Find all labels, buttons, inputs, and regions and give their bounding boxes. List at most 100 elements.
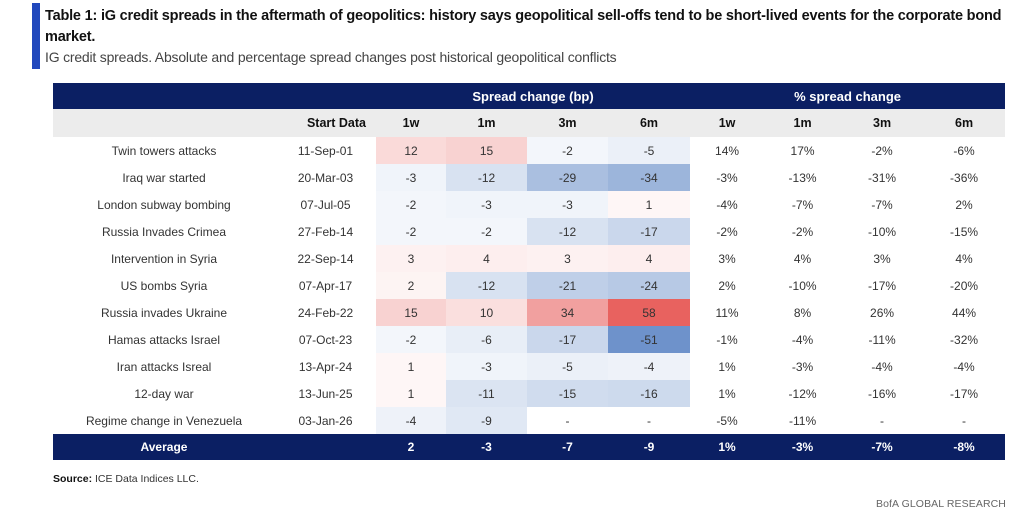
col-header-pct-1w: 1w bbox=[690, 109, 765, 137]
pct-change-6m: -20% bbox=[950, 278, 979, 293]
avg-bp-1m: -3 bbox=[446, 434, 527, 460]
col-header-pct-1m: 1m bbox=[764, 109, 842, 137]
pct-change-6m: 4% bbox=[955, 251, 973, 266]
pct-change-1m: -7% bbox=[791, 197, 814, 212]
col-header-bp-6m: 6m bbox=[608, 109, 691, 137]
col-header-bp-3m: 3m bbox=[527, 109, 608, 137]
pct-change-1w: -2% bbox=[716, 224, 738, 239]
column-header-row: Start Data 1w 1m 3m 6m 1w 1m 3m 6m bbox=[53, 109, 1006, 137]
pct-change-1w: 2% bbox=[718, 278, 736, 293]
col-header-pct-3m: 3m bbox=[841, 109, 924, 137]
bp-change-1m: 4 bbox=[446, 245, 527, 272]
table-row: Hamas attacks Israel 07-Oct-23 -2 -6 -17 -51 -… bbox=[53, 326, 1005, 353]
bp-change-1m: -12 bbox=[446, 164, 527, 191]
pct-change-3m: 26% bbox=[870, 305, 895, 320]
bp-change-1m: -12 bbox=[446, 272, 527, 299]
start-date: 03-Jan-26 bbox=[298, 413, 353, 428]
avg-bp-6m: -9 bbox=[608, 434, 691, 460]
bp-change-1w: 2 bbox=[376, 272, 446, 299]
pct-change-1w: -3% bbox=[716, 170, 738, 185]
bp-change-6m: 1 bbox=[608, 191, 691, 218]
bp-change-6m: -24 bbox=[608, 272, 691, 299]
start-date: 11-Sep-01 bbox=[297, 143, 354, 158]
event-name: 12-day war bbox=[134, 386, 194, 401]
group-header-spread-bp: Spread change (bp) bbox=[376, 83, 691, 109]
table-row: Twin towers attacks 11-Sep-01 12 15 -2 -5 14% 1… bbox=[53, 137, 1005, 164]
event-name: Twin towers attacks bbox=[111, 143, 217, 158]
avg-pct-1w: 1% bbox=[690, 434, 765, 460]
bp-change-1m: -2 bbox=[446, 218, 527, 245]
avg-pct-6m: -8% bbox=[923, 434, 1006, 460]
start-date: 24-Feb-22 bbox=[297, 305, 354, 320]
event-name: Hamas attacks Israel bbox=[107, 332, 221, 347]
pct-change-1w: -4% bbox=[716, 197, 738, 212]
pct-change-3m: -11% bbox=[868, 332, 896, 347]
group-header-blank bbox=[53, 83, 376, 109]
brand-label: BofA GLOBAL RESEARCH bbox=[876, 498, 1006, 510]
pct-change-3m: -16% bbox=[868, 386, 897, 401]
bp-change-3m: 3 bbox=[527, 245, 608, 272]
source-text: ICE Data Indices LLC. bbox=[92, 473, 199, 485]
pct-change-3m: -2% bbox=[871, 143, 893, 158]
pct-change-3m: -17% bbox=[868, 278, 897, 293]
bp-change-1w: 3 bbox=[376, 245, 446, 272]
table-subtitle: IG credit spreads. Absolute and percenta… bbox=[45, 49, 617, 65]
table-row: London subway bombing 07-Jul-05 -2 -3 -3 1 -4%… bbox=[53, 191, 1005, 218]
bp-change-1w: -2 bbox=[376, 326, 446, 353]
avg-pct-1m: -3% bbox=[764, 434, 842, 460]
pct-change-1m: 4% bbox=[793, 251, 812, 266]
col-header-bp-1w: 1w bbox=[376, 109, 446, 137]
pct-change-1w: -5% bbox=[716, 413, 738, 428]
pct-change-1m: 8% bbox=[793, 305, 812, 320]
pct-change-6m: -4% bbox=[953, 359, 975, 374]
pct-change-1m: -2% bbox=[791, 224, 814, 239]
pct-change-6m: -6% bbox=[953, 143, 975, 158]
pct-change-6m: -17% bbox=[950, 386, 979, 401]
start-date: 20-Mar-03 bbox=[297, 170, 354, 185]
bp-change-1w: -4 bbox=[376, 407, 446, 434]
event-name: Intervention in Syria bbox=[110, 251, 218, 266]
col-header-bp-1m: 1m bbox=[446, 109, 527, 137]
pct-change-1w: -1% bbox=[716, 332, 738, 347]
bp-change-6m: -17 bbox=[608, 218, 691, 245]
source-note: Source: ICE Data Indices LLC. bbox=[53, 473, 199, 485]
event-name: Iran attacks Isreal bbox=[116, 359, 212, 374]
pct-change-1m: -3% bbox=[791, 359, 814, 374]
pct-change-1w: 1% bbox=[718, 359, 736, 374]
pct-change-3m: - bbox=[880, 413, 885, 428]
pct-change-1w: 3% bbox=[718, 251, 736, 266]
bp-change-6m: 4 bbox=[608, 245, 691, 272]
col-header-event bbox=[53, 109, 275, 137]
table-row: Regime change in Venezuela 03-Jan-26 -4 -9 -… bbox=[53, 407, 1005, 434]
table-row: Iran attacks Isreal 13-Apr-24 1 -3 -5 -4 1% -3%… bbox=[53, 353, 1005, 380]
col-header-start: Start Data bbox=[275, 109, 376, 137]
avg-bp-3m: -7 bbox=[527, 434, 608, 460]
event-name: Iraq war started bbox=[122, 170, 206, 185]
bp-change-1m: -6 bbox=[446, 326, 527, 353]
table-row: Russia invades Ukraine 24-Feb-22 15 10 34 58 1… bbox=[53, 299, 1005, 326]
pct-change-6m: 44% bbox=[952, 305, 977, 320]
bp-change-1w: 1 bbox=[376, 380, 446, 407]
pct-change-1m: 17% bbox=[790, 143, 815, 158]
table-body: Twin towers attacks 11-Sep-01 12 15 -2 -5 14% 1… bbox=[53, 137, 1006, 460]
pct-change-1m: -11% bbox=[788, 413, 817, 428]
pct-change-1m: -4% bbox=[791, 332, 814, 347]
pct-change-6m: -36% bbox=[950, 170, 979, 185]
pct-change-3m: -4% bbox=[871, 359, 893, 374]
bp-change-1m: 10 bbox=[446, 299, 527, 326]
table-row: Iraq war started 20-Mar-03 -3 -12 -29 -34 -3% -… bbox=[53, 164, 1005, 191]
group-header-row: Spread change (bp) % spread change bbox=[53, 83, 1006, 109]
avg-pct-3m: -7% bbox=[841, 434, 924, 460]
col-header-pct-6m: 6m bbox=[923, 109, 1006, 137]
bp-change-1m: -11 bbox=[446, 380, 527, 407]
pct-change-1m: -10% bbox=[788, 278, 817, 293]
event-name: Regime change in Venezuela bbox=[85, 413, 243, 428]
pct-change-3m: -7% bbox=[871, 197, 893, 212]
start-date: 13-Apr-24 bbox=[298, 359, 353, 374]
table-title: Table 1: iG credit spreads in the afterm… bbox=[45, 8, 1002, 45]
average-label: Average bbox=[53, 434, 275, 460]
pct-change-1w: 14% bbox=[715, 143, 740, 158]
pct-change-6m: - bbox=[962, 413, 967, 428]
bp-change-6m: 58 bbox=[608, 299, 691, 326]
pct-change-3m: 3% bbox=[873, 251, 891, 266]
